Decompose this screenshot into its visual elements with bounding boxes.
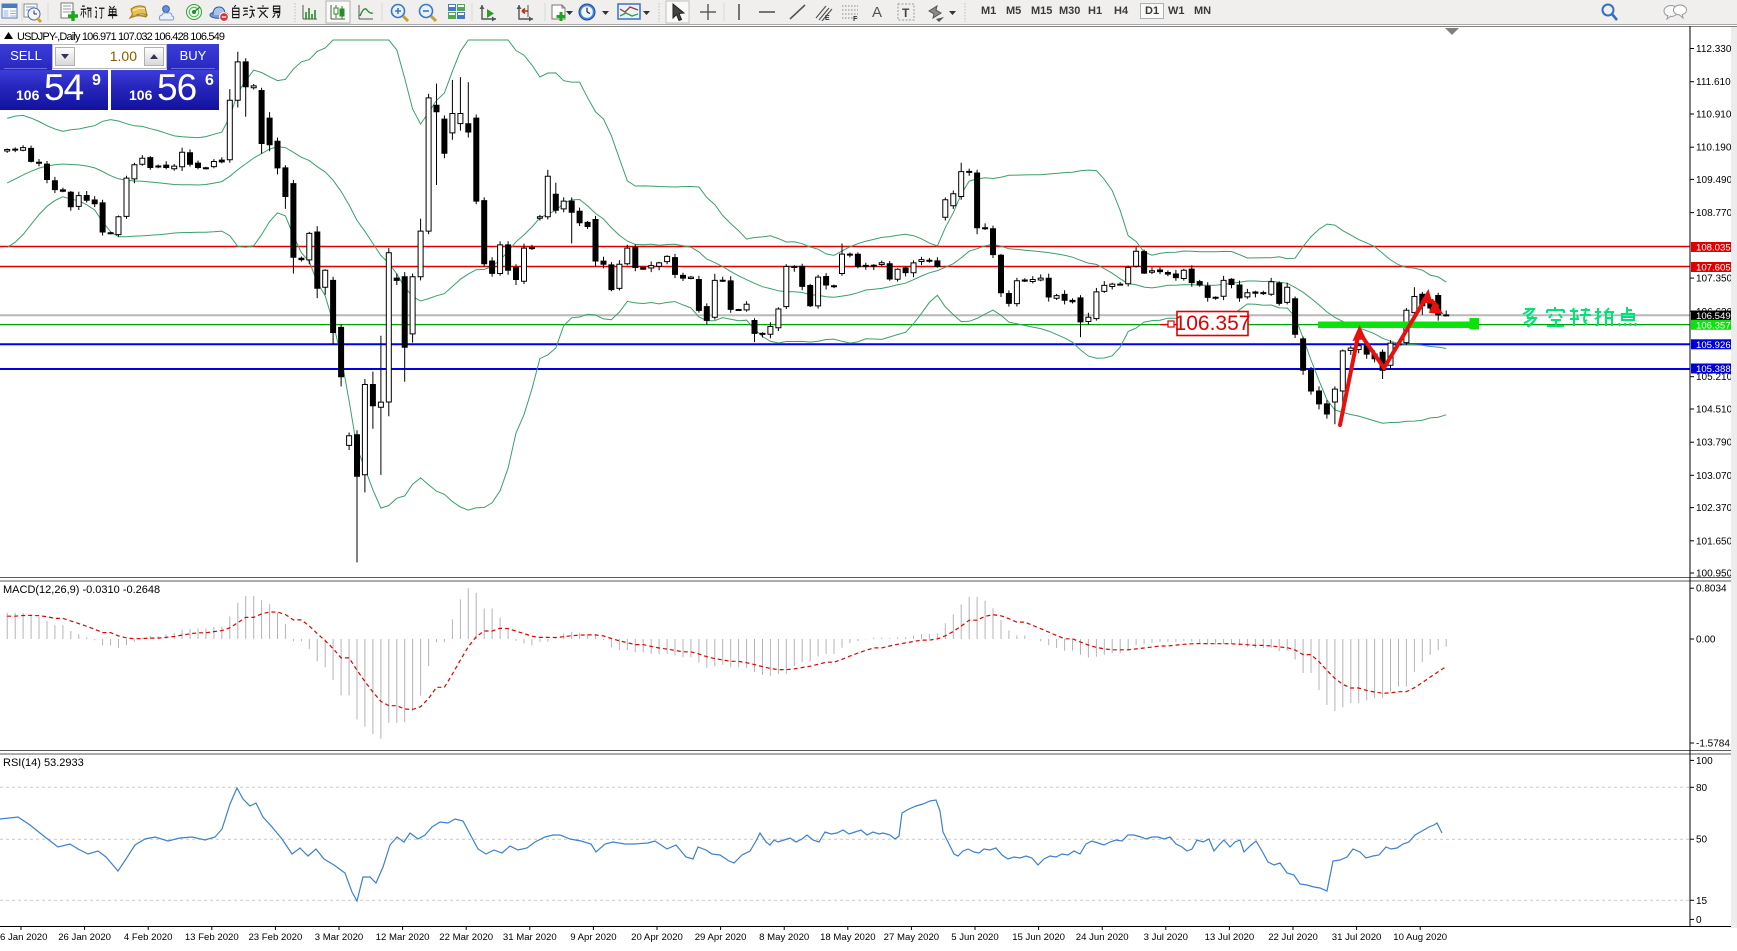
svg-text:USDJPY-,Daily 106.971 107.032: USDJPY-,Daily 106.971 107.032 106.428 10… <box>17 31 225 43</box>
svg-text:110.190: 110.190 <box>1696 143 1732 154</box>
svg-text:F: F <box>853 16 858 23</box>
svg-text:0.00: 0.00 <box>1696 635 1716 646</box>
svg-text:111.610: 111.610 <box>1696 77 1731 88</box>
svg-text:104.510: 104.510 <box>1696 405 1733 416</box>
svg-text:31 Mar 2020: 31 Mar 2020 <box>503 932 557 943</box>
svg-text:103.790: 103.790 <box>1696 438 1733 449</box>
svg-text:106.357: 106.357 <box>1175 312 1251 335</box>
svg-text:110.910: 110.910 <box>1696 110 1732 121</box>
svg-text:101.650: 101.650 <box>1696 536 1733 547</box>
svg-text:12 Mar 2020: 12 Mar 2020 <box>376 932 430 943</box>
svg-text:105.926: 105.926 <box>1696 340 1731 351</box>
svg-text:108.770: 108.770 <box>1696 208 1733 219</box>
svg-text:23 Feb 2020: 23 Feb 2020 <box>248 932 302 943</box>
svg-text:107.350: 107.350 <box>1696 274 1733 285</box>
svg-text:31 Jul 2020: 31 Jul 2020 <box>1332 932 1382 943</box>
svg-text:109.490: 109.490 <box>1696 175 1733 186</box>
svg-text:18 May 2020: 18 May 2020 <box>820 932 875 943</box>
svg-text:29 Apr 2020: 29 Apr 2020 <box>695 932 747 943</box>
svg-text:0.8034: 0.8034 <box>1696 584 1727 595</box>
svg-text:A: A <box>872 4 882 21</box>
svg-text:105.388: 105.388 <box>1696 364 1731 375</box>
svg-text:13 Jul 2020: 13 Jul 2020 <box>1205 932 1255 943</box>
svg-text:80: 80 <box>1696 783 1708 794</box>
svg-text:6 Jan 2020: 6 Jan 2020 <box>0 932 47 943</box>
svg-text:10 Aug 2020: 10 Aug 2020 <box>1393 932 1447 943</box>
svg-text:103.070: 103.070 <box>1696 471 1733 482</box>
svg-text:50: 50 <box>1696 835 1708 846</box>
svg-text:MACD(12,26,9) -0.0310 -0.2648: MACD(12,26,9) -0.0310 -0.2648 <box>3 584 160 596</box>
svg-text:100.950: 100.950 <box>1696 569 1733 580</box>
svg-text:22 Jul 2020: 22 Jul 2020 <box>1268 932 1318 943</box>
svg-text:4 Feb 2020: 4 Feb 2020 <box>124 932 173 943</box>
svg-text:107.605: 107.605 <box>1696 263 1731 274</box>
svg-text:8 May 2020: 8 May 2020 <box>759 932 809 943</box>
svg-text:0: 0 <box>1696 915 1702 926</box>
svg-text:27 May 2020: 27 May 2020 <box>884 932 939 943</box>
svg-text:3 Mar 2020: 3 Mar 2020 <box>315 932 364 943</box>
svg-text:106.549: 106.549 <box>1696 311 1731 322</box>
svg-text:102.370: 102.370 <box>1696 503 1733 514</box>
svg-text:112.330: 112.330 <box>1696 44 1732 55</box>
svg-text:105.210: 105.210 <box>1696 372 1733 383</box>
svg-text:108.035: 108.035 <box>1696 243 1731 254</box>
svg-text:15 Jun 2020: 15 Jun 2020 <box>1012 932 1065 943</box>
svg-text:RSI(14) 53.2933: RSI(14) 53.2933 <box>3 757 84 769</box>
svg-text:-1.5784: -1.5784 <box>1696 739 1730 750</box>
svg-text:15: 15 <box>1696 896 1708 907</box>
svg-text:106.357: 106.357 <box>1696 320 1731 331</box>
svg-text:24 Jun 2020: 24 Jun 2020 <box>1076 932 1129 943</box>
svg-text:100: 100 <box>1696 756 1713 767</box>
svg-text:5 Jun 2020: 5 Jun 2020 <box>951 932 998 943</box>
svg-text:13 Feb 2020: 13 Feb 2020 <box>185 932 239 943</box>
svg-text:3 Jul 2020: 3 Jul 2020 <box>1144 932 1188 943</box>
svg-text:T: T <box>902 6 910 20</box>
svg-text:22 Mar 2020: 22 Mar 2020 <box>439 932 493 943</box>
svg-text:20 Apr 2020: 20 Apr 2020 <box>631 932 683 943</box>
svg-text:9 Apr 2020: 9 Apr 2020 <box>570 932 616 943</box>
svg-text:E: E <box>825 15 830 22</box>
svg-text:26 Jan 2020: 26 Jan 2020 <box>58 932 111 943</box>
